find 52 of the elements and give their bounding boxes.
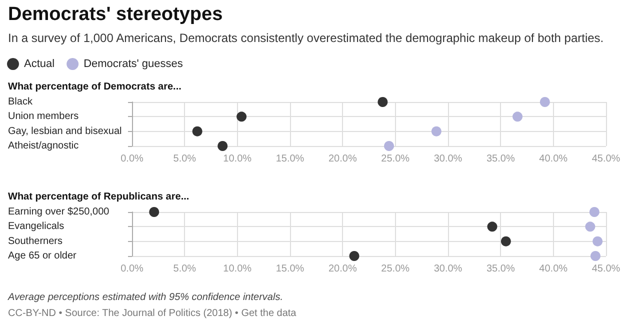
- point: [585, 222, 596, 232]
- point: [512, 112, 523, 122]
- x-tick-label: 40.0%: [539, 154, 568, 164]
- x-tick-label: 20.0%: [328, 154, 357, 164]
- x-tick-label: 5.0%: [173, 264, 196, 274]
- legend-label: Democrats' guesses: [84, 58, 184, 70]
- x-tick-label: 15.0%: [276, 154, 304, 164]
- x-tick-label: 20.0%: [328, 264, 357, 274]
- point: [500, 236, 511, 246]
- point: [192, 126, 202, 136]
- text: CC-BY-ND • Source: The Journal of Politics (2018) • Get the data: [8, 308, 296, 319]
- point: [218, 141, 228, 151]
- x-tick-label: 0.0%: [120, 264, 144, 274]
- y-tick-label: Earning over $250,000: [8, 206, 110, 218]
- legend-label: Actual: [24, 58, 55, 70]
- x-tick-label: 40.0%: [539, 264, 568, 274]
- point: [540, 97, 550, 107]
- x-tick-label: 35.0%: [486, 154, 515, 164]
- text: Average perceptions estimated with 95% confidence intervals.: [8, 292, 283, 303]
- y-tick-label: Union members: [8, 111, 79, 122]
- x-tick-label: 10.0%: [223, 154, 252, 164]
- x-tick-label: 0.0%: [120, 154, 144, 164]
- x-tick-label: 5.0%: [173, 154, 196, 164]
- y-axis-title: What percentage of Democrats are...: [8, 82, 182, 92]
- point: [431, 126, 442, 136]
- x-tick-label: 35.0%: [486, 264, 515, 274]
- x-tick-label: 15.0%: [276, 264, 304, 274]
- y-tick-label: Southerners: [8, 236, 62, 247]
- point: [589, 207, 600, 217]
- point: [590, 251, 600, 261]
- x-tick-label: 45.0%: [592, 264, 620, 274]
- x-tick-label: 45.0%: [592, 154, 620, 164]
- point: [378, 97, 388, 107]
- y-tick-label: Black: [8, 96, 34, 108]
- point: [487, 222, 498, 232]
- y-axis-title: What percentage of Republicans are...: [8, 192, 190, 202]
- point: [384, 141, 394, 151]
- point: [149, 207, 160, 217]
- chart-title: Democrats' stereotypes: [8, 4, 223, 26]
- chart-subtitle: In a survey of 1,000 Americans, Democrats consistently overestimated the demographic makeup of both parties.: [8, 31, 604, 45]
- x-tick-label: 30.0%: [434, 264, 462, 274]
- point: [236, 112, 247, 122]
- x-tick-label: 30.0%: [434, 154, 462, 164]
- y-tick-label: Atheist/agnostic: [8, 140, 79, 152]
- x-tick-label: 10.0%: [223, 264, 252, 274]
- point: [349, 251, 360, 261]
- x-tick-label: 25.0%: [381, 154, 410, 164]
- y-tick-label: Gay, lesbian and bisexual: [8, 126, 122, 137]
- point: [592, 236, 603, 246]
- x-tick-label: 25.0%: [381, 264, 410, 274]
- y-tick-label: Evangelicals: [8, 221, 64, 232]
- y-tick-label: Age 65 or older: [8, 250, 78, 262]
